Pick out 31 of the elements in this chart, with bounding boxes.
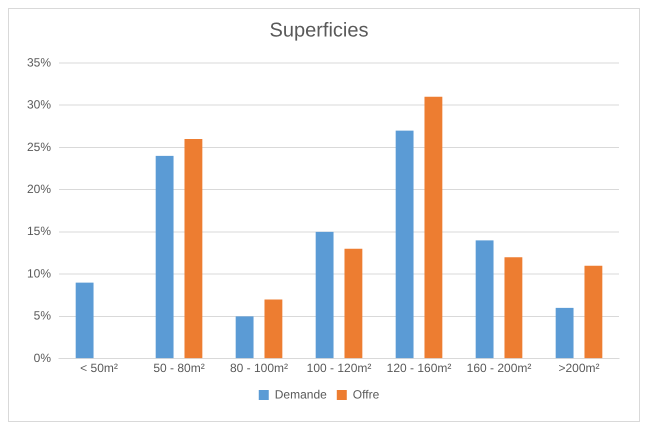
bar xyxy=(264,299,282,358)
bar xyxy=(584,266,602,358)
y-tick-label: 30% xyxy=(26,98,52,112)
y-tick-label: 15% xyxy=(26,224,52,238)
legend-label: Offre xyxy=(352,387,380,402)
bar xyxy=(556,308,574,358)
y-tick-label: 25% xyxy=(26,140,52,154)
bar xyxy=(156,156,174,358)
bar xyxy=(76,282,94,358)
x-tick-label: 160 - 200m² xyxy=(466,361,532,376)
bar xyxy=(316,232,334,358)
y-tick-label: 10% xyxy=(26,266,52,280)
bar xyxy=(424,96,442,358)
bar xyxy=(504,257,522,358)
x-tick-label: 100 - 120m² xyxy=(306,361,372,376)
bar xyxy=(476,240,494,358)
y-tick-label: 20% xyxy=(26,182,52,196)
chart-title: Superficies xyxy=(270,20,368,42)
x-tick-label: 80 - 100m² xyxy=(230,361,288,376)
y-tick-label: 0% xyxy=(34,350,52,365)
bar xyxy=(344,248,362,358)
legend-label: Demande xyxy=(274,387,328,402)
x-tick-label: 50 - 80m² xyxy=(153,361,205,376)
bar xyxy=(184,139,202,358)
x-tick-label: >200m² xyxy=(558,361,600,376)
bar xyxy=(236,316,254,358)
x-tick-label: 120 - 160m² xyxy=(386,361,452,376)
y-tick-label: 5% xyxy=(34,308,52,323)
x-tick-label: < 50m² xyxy=(80,361,118,376)
y-tick-label: 35% xyxy=(26,55,52,70)
bar xyxy=(396,130,414,358)
